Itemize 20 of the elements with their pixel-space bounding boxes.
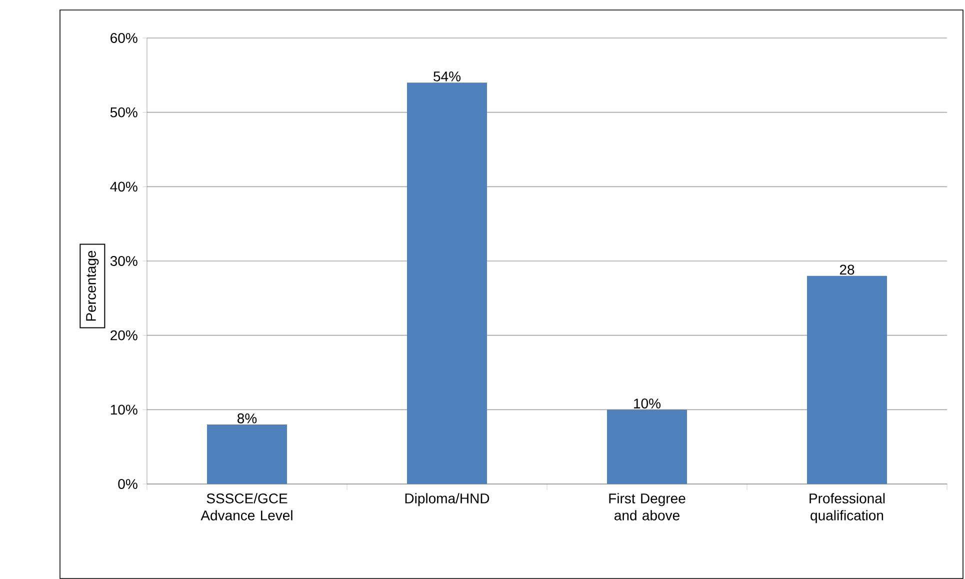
data-label: 28 (840, 264, 854, 275)
bar (607, 410, 688, 484)
bar (807, 276, 888, 484)
data-label: 8% (237, 413, 257, 424)
x-tick-label: SSSCE/GCE Advance Level (200, 493, 292, 520)
y-tick-label: 10% (110, 404, 138, 415)
y-tick-label: 60% (110, 33, 138, 43)
data-label: 54% (434, 72, 461, 82)
bar (207, 424, 288, 484)
x-tick-label: First Degree and above (609, 493, 686, 520)
y-tick-label: 40% (110, 182, 138, 192)
x-tick-label: Professional qualification (810, 493, 885, 524)
x-tick-label: Diploma/HND (405, 493, 490, 506)
y-tick-label: 20% (110, 330, 138, 340)
bar (407, 82, 488, 484)
data-label: 10% (634, 398, 661, 408)
y-tick-label: 50% (110, 107, 138, 118)
y-axis-title: Percentage (86, 250, 99, 321)
y-tick-label: 0% (118, 479, 138, 489)
y-tick-label: 30% (110, 256, 138, 266)
